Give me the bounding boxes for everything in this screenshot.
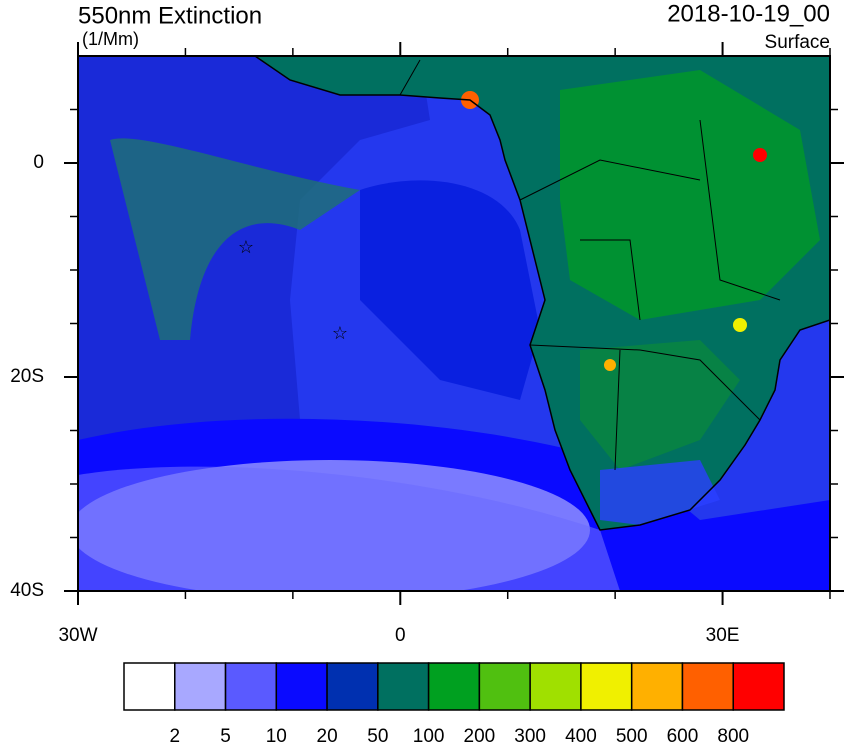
y-tick-label: 20S — [10, 366, 44, 387]
colorbar-label: 600 — [667, 726, 699, 747]
x-tick-label: 0 — [395, 625, 406, 646]
units: (1/Mm) — [82, 29, 139, 49]
colorbar-box — [427, 662, 481, 711]
colorbar-box — [580, 662, 633, 711]
colorbar-label: 800 — [717, 726, 749, 747]
colorbar-box — [377, 662, 430, 711]
colorbar-label: 20 — [317, 726, 338, 747]
colorbar-label: 200 — [464, 726, 496, 747]
colorbar-box — [681, 662, 734, 711]
colorbar-box — [275, 662, 328, 711]
y-tick-label: 40S — [10, 580, 44, 601]
colorbar-label: 500 — [616, 726, 648, 747]
colorbar-label: 2 — [169, 726, 180, 747]
colorbar-box — [529, 662, 582, 711]
colorbar-box — [174, 662, 227, 711]
svg-text:☆: ☆ — [238, 237, 254, 257]
colorbar-label: 300 — [514, 726, 546, 747]
colorbar-label: 100 — [413, 726, 445, 747]
colorbar-label: 50 — [367, 726, 388, 747]
colorbar-box — [224, 662, 278, 711]
colorbar-label: 5 — [220, 726, 231, 747]
colorbar-label: 10 — [266, 726, 287, 747]
colorbar-label: 400 — [565, 726, 597, 747]
y-tick-label: 0 — [33, 152, 44, 173]
colorbar-box — [123, 662, 176, 711]
colorbar-box — [326, 662, 379, 711]
date: 2018-10-19_00 — [667, 0, 830, 27]
x-tick-label: 30E — [706, 625, 740, 646]
x-tick-label: 30W — [58, 625, 97, 646]
map-shading: ☆ ☆ — [78, 56, 830, 591]
colorbar-box — [630, 662, 684, 711]
title: 550nm Extinction — [78, 2, 262, 29]
level: Surface — [765, 32, 830, 53]
colorbar-box — [732, 662, 785, 711]
colorbar-box — [478, 662, 531, 711]
svg-text:☆: ☆ — [332, 323, 348, 343]
